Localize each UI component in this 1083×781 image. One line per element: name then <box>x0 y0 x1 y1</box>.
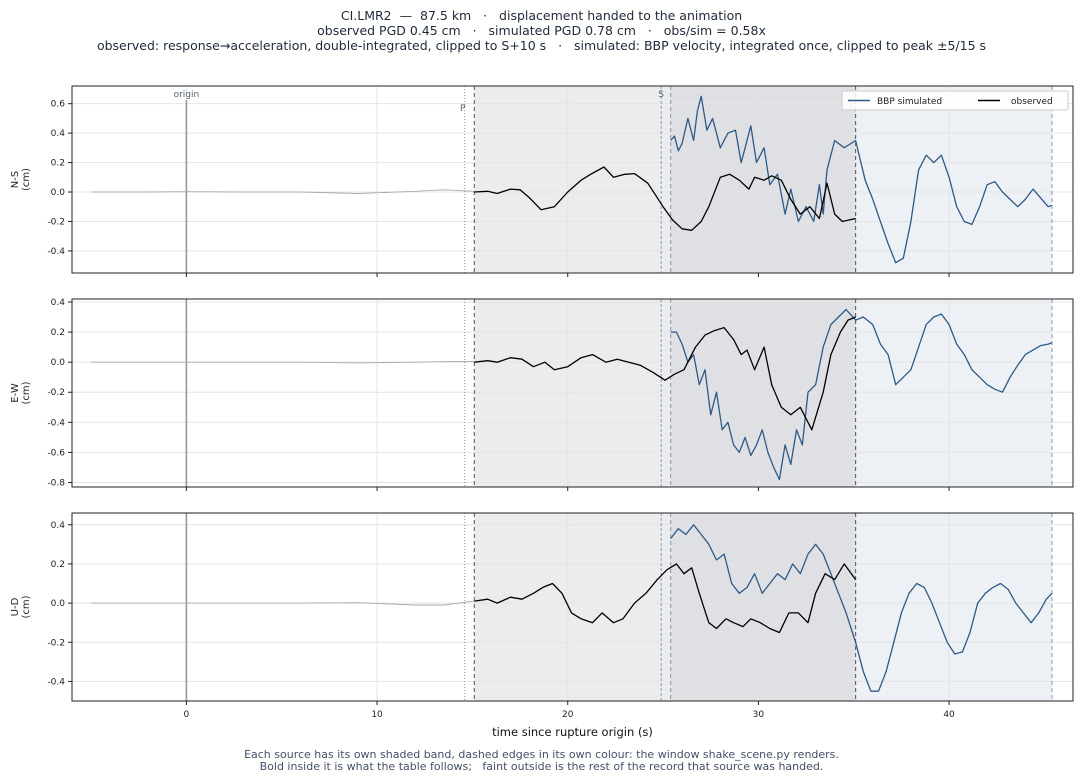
y-axis-label-line: (cm) <box>21 381 32 404</box>
y-tick-label: 0.0 <box>51 599 66 609</box>
origin-label: origin <box>174 90 200 100</box>
panel-1: -0.8 -0.6 -0.4 -0.2 0.0 0.2 0.4 E-W(cm) <box>10 298 1074 491</box>
observed-faint-line <box>91 600 475 606</box>
simulated-line <box>670 95 1053 264</box>
y-axis-label: N-S(cm) <box>10 168 32 191</box>
y-tick-label: 0.2 <box>51 159 65 169</box>
axes-frame <box>71 512 1074 702</box>
overlap-window-band <box>670 299 856 487</box>
x-tick-label: 0 <box>184 710 190 720</box>
y-tick-label: 0.0 <box>51 188 66 198</box>
y-tick-label: -0.4 <box>47 247 65 257</box>
p-label: P <box>460 104 466 114</box>
observed-window-band <box>474 86 671 273</box>
y-axis-label-line: U-D <box>10 597 21 616</box>
observed-faint-line <box>91 360 475 364</box>
legend-box <box>841 90 1069 111</box>
x-tick-label: 20 <box>562 710 574 720</box>
title-line-3: observed: response→acceleration, double-… <box>96 38 987 53</box>
axes-frame <box>71 298 1074 488</box>
observed-line <box>474 316 856 431</box>
observed-line <box>474 563 857 634</box>
footer-line-2: Bold inside it is what the table follows… <box>259 760 824 773</box>
y-tick-label: 0.2 <box>51 560 65 570</box>
footer-line-1: Each source has its own shaded band, das… <box>244 748 839 761</box>
legend-simulated-label: BBP simulated <box>877 97 942 107</box>
x-tick-label: 40 <box>943 710 955 720</box>
y-tick-label: 0.4 <box>51 521 66 531</box>
simulated-window-band <box>855 299 1053 487</box>
panel-0: -0.4 -0.2 0.0 0.2 0.4 0.6 N-S(cm) origin P S BBP s… <box>10 85 1074 277</box>
y-tick-label: -0.2 <box>47 388 65 398</box>
y-axis-label: E-W(cm) <box>10 381 32 404</box>
overlap-window-band <box>670 513 856 701</box>
simulated-line <box>670 308 1053 481</box>
title-line-2: observed PGD 0.45 cm · simulated PGD 0.7… <box>317 23 766 38</box>
simulated-line <box>670 524 1053 692</box>
observed-line <box>474 166 856 231</box>
y-tick-label: 0.2 <box>51 328 65 338</box>
observed-window-band <box>474 299 671 487</box>
observed-faint-line <box>91 189 475 194</box>
y-tick-label: 0.6 <box>51 100 66 110</box>
simulated-window-band <box>855 86 1053 273</box>
y-axis-label: U-D(cm) <box>10 595 32 618</box>
observed-window-band <box>474 513 671 701</box>
y-tick-label: -0.8 <box>47 478 65 488</box>
y-axis-label-line: E-W <box>10 383 21 403</box>
s-label: S <box>658 90 664 100</box>
axes-frame <box>71 85 1074 274</box>
y-tick-label: 0.4 <box>51 129 66 139</box>
y-axis-label-line: (cm) <box>21 595 32 618</box>
x-tick-label: 10 <box>371 710 383 720</box>
y-tick-label: -0.6 <box>47 448 65 458</box>
y-tick-label: -0.2 <box>47 638 65 648</box>
y-tick-label: -0.4 <box>47 418 65 428</box>
y-tick-label: 0.4 <box>51 298 66 308</box>
panel-2: -0.4 -0.2 0.0 0.2 0.4 0 10 20 30 40 U-D(cm) <box>10 512 1074 720</box>
x-tick-label: 30 <box>753 710 765 720</box>
y-axis-label-line: N-S <box>10 171 21 188</box>
y-axis-label-line: (cm) <box>21 168 32 191</box>
title-line-1: CI.LMR2 — 87.5 km · displacement handed … <box>340 8 743 23</box>
y-tick-label: -0.4 <box>47 677 65 687</box>
x-axis-label: time since rupture origin (s) <box>492 725 653 739</box>
legend-observed-label: observed <box>1011 97 1053 107</box>
y-tick-label: 0.0 <box>51 358 66 368</box>
y-tick-label: -0.2 <box>47 217 65 227</box>
